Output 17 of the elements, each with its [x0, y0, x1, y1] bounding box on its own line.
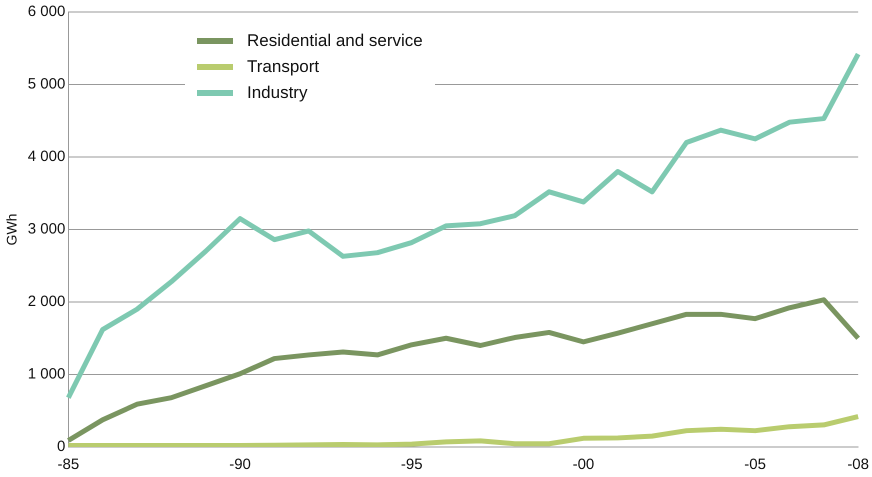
- x-tick-label: -95: [400, 456, 423, 474]
- y-tick-label: 6 000: [28, 3, 66, 20]
- x-tick-label: -90: [229, 456, 251, 474]
- y-tick-label: 2 000: [28, 293, 66, 310]
- y-tick-label: 1 000: [28, 366, 66, 383]
- x-tick-label: -08: [847, 456, 870, 474]
- x-tick-label: -05: [744, 456, 766, 474]
- y-tick-label: 4 000: [28, 148, 66, 166]
- y-tick-label: 5 000: [28, 76, 66, 93]
- x-tick-label: -85: [57, 456, 80, 474]
- legend-label: Industry: [247, 83, 308, 103]
- y-axis-title: GWh: [3, 214, 20, 246]
- legend-label: Transport: [247, 57, 320, 77]
- legend-label: Residential and service: [247, 31, 423, 51]
- x-tick-label: -00: [572, 456, 594, 474]
- y-tick-label: 0: [56, 438, 66, 456]
- y-tick-label: 3 000: [28, 220, 66, 238]
